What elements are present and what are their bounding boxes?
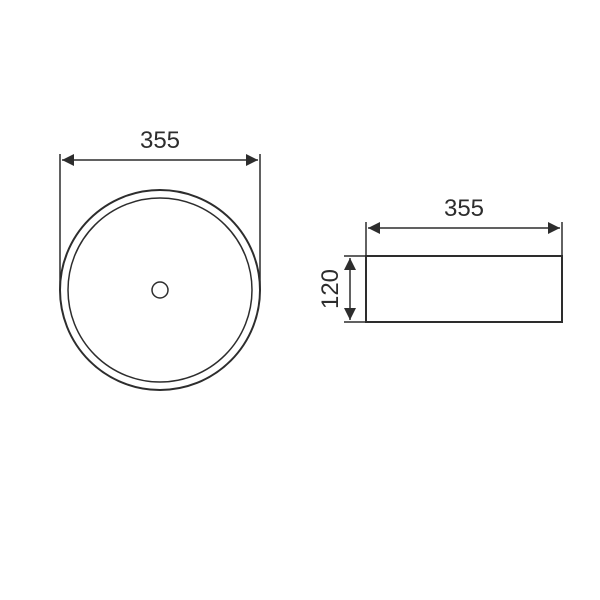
basin-side-profile [366, 256, 562, 322]
dimension-width: 355 [366, 195, 562, 256]
top-view: 355 [60, 127, 260, 390]
dimension-label-width: 355 [444, 195, 484, 222]
technical-drawing: 355 355 120 [0, 0, 600, 600]
drain-hole [152, 282, 168, 298]
dimension-label-height: 120 [317, 269, 344, 309]
side-view: 355 120 [317, 195, 562, 322]
basin-outer-circle [60, 190, 260, 390]
dimension-label-diameter: 355 [140, 127, 180, 154]
dimension-height: 120 [317, 256, 366, 322]
dimension-diameter: 355 [60, 127, 260, 290]
basin-inner-rim [68, 198, 252, 382]
